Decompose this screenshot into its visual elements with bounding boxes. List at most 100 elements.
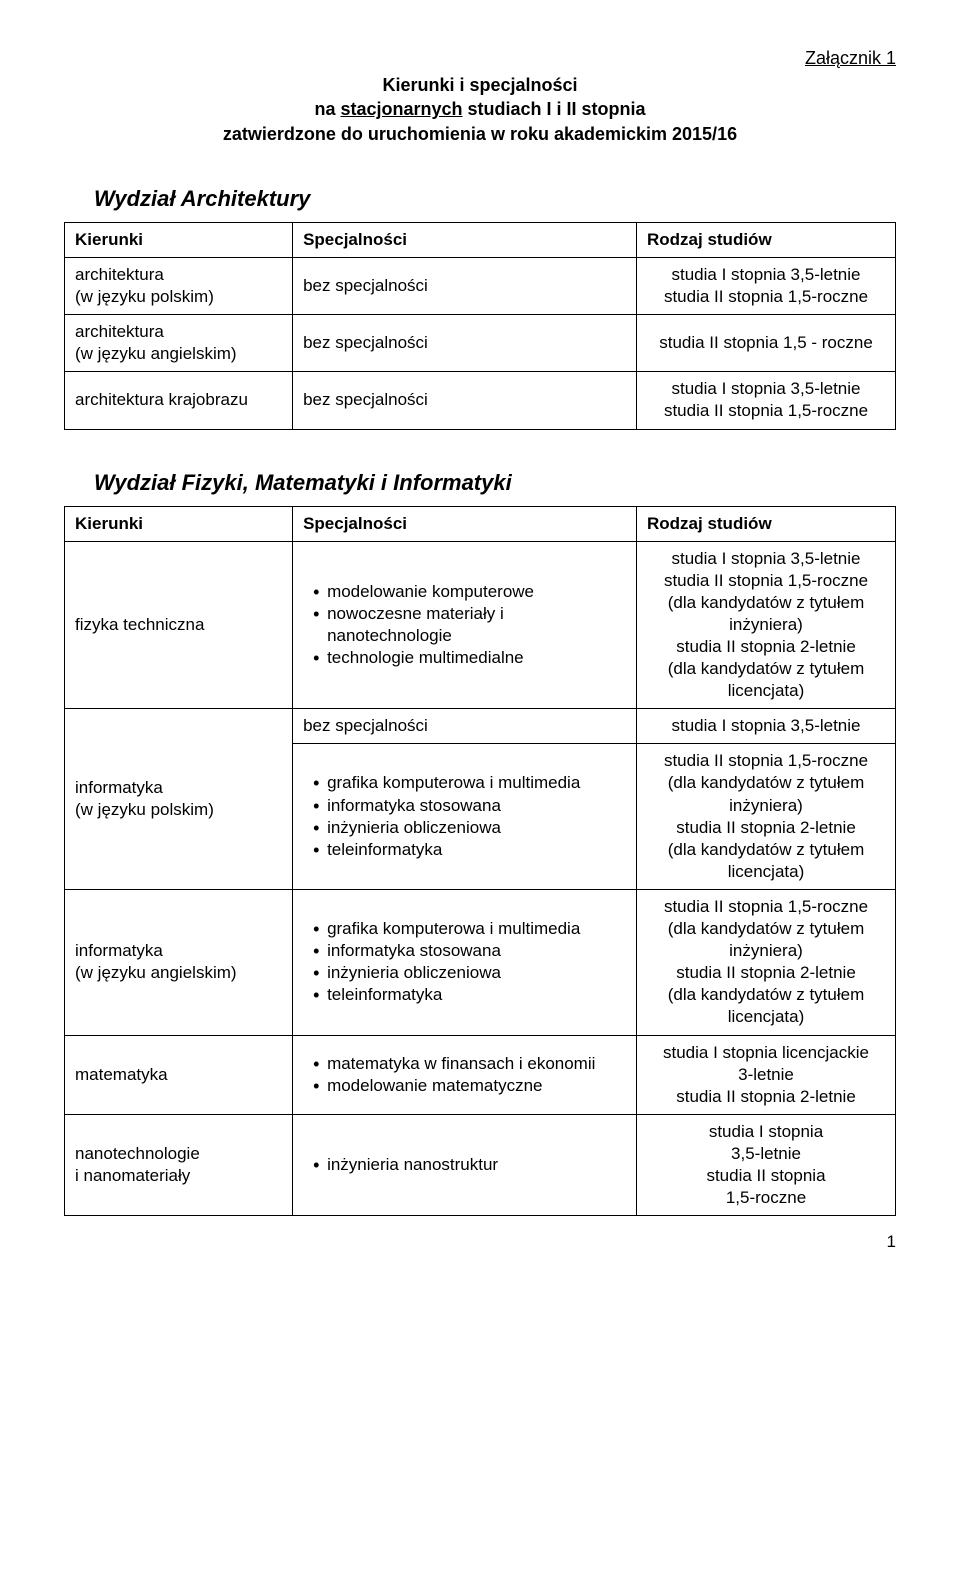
text-line: studia I stopnia xyxy=(709,1122,823,1141)
page-number: 1 xyxy=(64,1232,896,1252)
table-row: architektura (w języku angielskim) bez s… xyxy=(65,315,896,372)
spec-item: informatyka stosowana xyxy=(317,940,626,962)
cell-kierunek: architektura krajobrazu xyxy=(65,372,293,429)
col-specjalnosci: Specjalności xyxy=(293,506,637,541)
text-line: studia I stopnia licencjackie xyxy=(663,1043,869,1062)
col-rodzaj: Rodzaj studiów xyxy=(637,506,896,541)
col-kierunki: Kierunki xyxy=(65,506,293,541)
cell-kierunek: fizyka techniczna xyxy=(65,541,293,709)
text-line: studia II stopnia 2-letnie xyxy=(676,1087,856,1106)
text-line: studia II stopnia 1,5-roczne xyxy=(664,401,868,420)
text-line: (dla kandydatów z tytułem xyxy=(668,593,865,612)
table-row: informatyka (w języku angielskim) grafik… xyxy=(65,889,896,1035)
table-row: fizyka techniczna modelowanie komputerow… xyxy=(65,541,896,709)
spec-item: informatyka stosowana xyxy=(317,795,626,817)
text-line: informatyka xyxy=(75,941,163,960)
text-line: nanotechnologie xyxy=(75,1144,200,1163)
spec-item: teleinformatyka xyxy=(317,984,626,1006)
text-line: inżyniera) xyxy=(729,941,803,960)
spec-list: inżynieria nanostruktur xyxy=(303,1154,626,1176)
table-row: nanotechnologie i nanomateriały inżynier… xyxy=(65,1114,896,1215)
spec-list: grafika komputerowa i multimedia informa… xyxy=(303,772,626,860)
spec-list: matematyka w finansach i ekonomii modelo… xyxy=(303,1053,626,1097)
text-line: (dla kandydatów z tytułem xyxy=(668,919,865,938)
text-line: (dla kandydatów z tytułem xyxy=(668,840,865,859)
spec-item: grafika komputerowa i multimedia xyxy=(317,918,626,940)
cell-rodzaj: studia II stopnia 1,5-roczne (dla kandyd… xyxy=(637,744,896,890)
text-line: (dla kandydatów z tytułem xyxy=(668,985,865,1004)
spec-item: matematyka w finansach i ekonomii xyxy=(317,1053,626,1075)
table-header-row: Kierunki Specjalności Rodzaj studiów xyxy=(65,222,896,257)
text-line: licencjata) xyxy=(728,681,805,700)
text-line: (w języku polskim) xyxy=(75,287,214,306)
cell-spec: modelowanie komputerowe nowoczesne mater… xyxy=(293,541,637,709)
text-line: i nanomateriały xyxy=(75,1166,190,1185)
spec-item: modelowanie komputerowe xyxy=(317,581,626,603)
document-title: Kierunki i specjalności na stacjonarnych… xyxy=(64,73,896,146)
text-line: architektura xyxy=(75,265,164,284)
spec-item: teleinformatyka xyxy=(317,839,626,861)
text-line: studia II stopnia 2-letnie xyxy=(676,963,856,982)
text-line: studia II stopnia 1,5-roczne xyxy=(664,571,868,590)
col-rodzaj: Rodzaj studiów xyxy=(637,222,896,257)
text-line: informatyka xyxy=(75,778,163,797)
section2-table: Kierunki Specjalności Rodzaj studiów fiz… xyxy=(64,506,896,1217)
cell-rodzaj: studia I stopnia licencjackie 3-letnie s… xyxy=(637,1035,896,1114)
cell-kierunek: informatyka (w języku angielskim) xyxy=(65,889,293,1035)
section1-title: Wydział Architektury xyxy=(94,186,896,212)
col-kierunki: Kierunki xyxy=(65,222,293,257)
cell-rodzaj: studia II stopnia 1,5 - roczne xyxy=(637,315,896,372)
text-line: studia I stopnia 3,5-letnie xyxy=(671,549,860,568)
spec-list: grafika komputerowa i multimedia informa… xyxy=(303,918,626,1006)
table-row: architektura krajobrazu bez specjalności… xyxy=(65,372,896,429)
spec-item: technologie multimedialne xyxy=(317,647,626,669)
cell-spec: bez specjalności xyxy=(293,709,637,744)
cell-kierunek: architektura (w języku polskim) xyxy=(65,257,293,314)
section1-table: Kierunki Specjalności Rodzaj studiów arc… xyxy=(64,222,896,430)
cell-rodzaj: studia II stopnia 1,5-roczne (dla kandyd… xyxy=(637,889,896,1035)
title-line2a: na xyxy=(314,99,340,119)
cell-spec: bez specjalności xyxy=(293,372,637,429)
spec-item: inżynieria obliczeniowa xyxy=(317,962,626,984)
text-line: studia II stopnia 1,5-roczne xyxy=(664,897,868,916)
text-line: (dla kandydatów z tytułem xyxy=(668,773,865,792)
text-line: licencjata) xyxy=(728,1007,805,1026)
attachment-label: Załącznik 1 xyxy=(64,48,896,69)
cell-kierunek: informatyka (w języku polskim) xyxy=(65,709,293,890)
text-line: 3-letnie xyxy=(738,1065,794,1084)
cell-rodzaj: studia I stopnia 3,5-letnie studia II st… xyxy=(637,1114,896,1215)
cell-rodzaj: studia I stopnia 3,5-letnie studia II st… xyxy=(637,257,896,314)
cell-spec: bez specjalności xyxy=(293,257,637,314)
text-line: studia II stopnia 1,5-roczne xyxy=(664,751,868,770)
spec-item: nowoczesne materiały i nanotechnologie xyxy=(317,603,626,647)
table-header-row: Kierunki Specjalności Rodzaj studiów xyxy=(65,506,896,541)
text-line: studia II stopnia 2-letnie xyxy=(676,818,856,837)
text-line: (dla kandydatów z tytułem xyxy=(668,659,865,678)
title-line2b: stacjonarnych xyxy=(340,99,462,119)
cell-spec: inżynieria nanostruktur xyxy=(293,1114,637,1215)
spec-list: modelowanie komputerowe nowoczesne mater… xyxy=(303,581,626,669)
cell-spec: grafika komputerowa i multimedia informa… xyxy=(293,889,637,1035)
text-line: studia II stopnia 1,5-roczne xyxy=(664,287,868,306)
col-specjalnosci: Specjalności xyxy=(293,222,637,257)
text-line: 3,5-letnie xyxy=(731,1144,801,1163)
text-line: studia II stopnia xyxy=(706,1166,825,1185)
cell-spec: grafika komputerowa i multimedia informa… xyxy=(293,744,637,890)
table-row: architektura (w języku polskim) bez spec… xyxy=(65,257,896,314)
title-line1: Kierunki i specjalności xyxy=(382,75,577,95)
cell-kierunek: matematyka xyxy=(65,1035,293,1114)
text-line: architektura xyxy=(75,322,164,341)
text-line: studia I stopnia 3,5-letnie xyxy=(671,265,860,284)
title-line2c: studiach I i II stopnia xyxy=(463,99,646,119)
table-row: informatyka (w języku polskim) bez specj… xyxy=(65,709,896,744)
cell-rodzaj: studia I stopnia 3,5-letnie xyxy=(637,709,896,744)
spec-item: inżynieria obliczeniowa xyxy=(317,817,626,839)
text-line: studia I stopnia 3,5-letnie xyxy=(671,379,860,398)
table-row: matematyka matematyka w finansach i ekon… xyxy=(65,1035,896,1114)
cell-kierunek: architektura (w języku angielskim) xyxy=(65,315,293,372)
cell-rodzaj: studia I stopnia 3,5-letnie studia II st… xyxy=(637,541,896,709)
title-line3: zatwierdzone do uruchomienia w roku akad… xyxy=(223,124,737,144)
cell-spec: matematyka w finansach i ekonomii modelo… xyxy=(293,1035,637,1114)
text-line: (w języku angielskim) xyxy=(75,963,237,982)
text-line: 1,5-roczne xyxy=(726,1188,806,1207)
